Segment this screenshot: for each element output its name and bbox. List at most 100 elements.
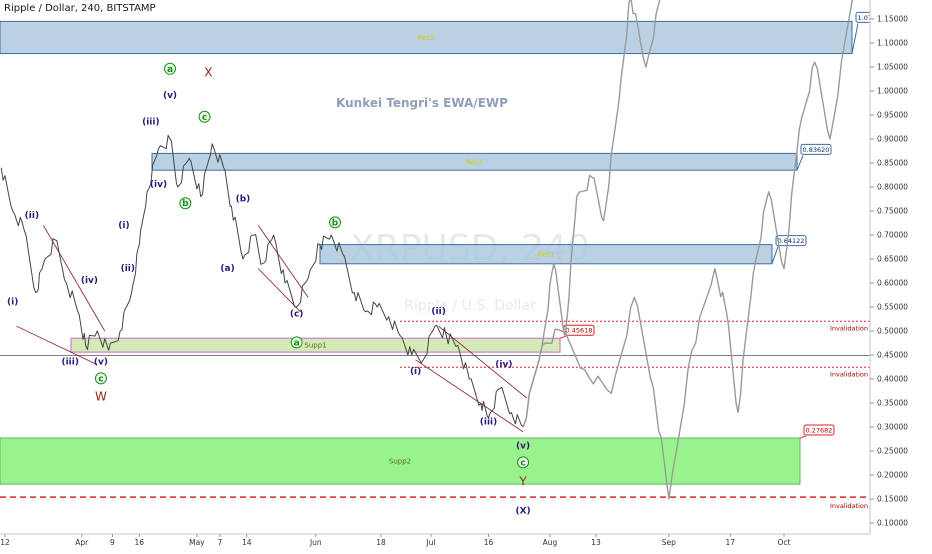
zone-callout-pointer — [771, 246, 779, 264]
wave-label-circle — [164, 62, 177, 75]
x-tick-label: Jul — [425, 538, 435, 547]
author-label: Kunkei Tengri's EWA/EWP — [336, 96, 508, 110]
trend-line — [438, 325, 528, 399]
wave-label: Y — [518, 475, 527, 489]
zone-callout-value: 0.64122 — [778, 237, 805, 245]
zone-supp1 — [70, 337, 561, 353]
wave-labels: (i) (ii) (iii) (iv) (v) c W (i) (ii) (iii) (iv) (v)… — [7, 62, 531, 516]
wave-label: (c) — [290, 310, 304, 320]
x-tick-label: 16 — [484, 538, 494, 547]
wave-label: (v) — [163, 91, 177, 101]
wave-label: a — [294, 338, 300, 348]
y-tick-label: 0.70000 — [877, 231, 908, 240]
y-tick-label: 0.90000 — [877, 135, 908, 144]
y-tick-label: 0.45000 — [877, 351, 908, 360]
y-tick-label: 0.85000 — [877, 159, 908, 168]
y-tick-label: 0.40000 — [877, 375, 908, 384]
wave-label-circle — [94, 372, 107, 385]
wave-label-circle — [179, 197, 192, 210]
zones: Res31.07953Res20.83620Res10.64122Supp10.… — [0, 11, 887, 485]
trend-line — [257, 225, 309, 298]
wave-label: X — [204, 66, 212, 80]
wave-label: (ii) — [121, 264, 135, 274]
wave-label: (ii) — [431, 307, 445, 317]
y-tick-label: 1.05000 — [877, 63, 908, 72]
wave-label: (b) — [236, 194, 251, 204]
trend-line — [257, 268, 301, 313]
zone-callout-value: 0.45618 — [566, 327, 593, 335]
zone-res2 — [151, 152, 798, 171]
x-tick-label: 9 — [110, 538, 115, 547]
wave-label-circle — [198, 110, 211, 123]
x-tick-label: 16 — [135, 538, 145, 547]
series-projection-upper — [522, 0, 661, 428]
y-tick-label: 1.15000 — [877, 15, 908, 24]
y-tick-label: 0.50000 — [877, 327, 908, 336]
wave-label: (ii) — [25, 211, 39, 221]
zone-callout-box — [800, 143, 832, 155]
watermark-subtitle: Ripple / U.S. Dollar — [404, 298, 536, 314]
wave-label: (v) — [516, 442, 530, 452]
wave-label-circle — [329, 216, 342, 229]
zone-callout-pointer — [799, 435, 807, 439]
zone-callout-value: 0.27682 — [806, 427, 833, 435]
wave-label: W — [95, 390, 107, 404]
x-tick-label: 7 — [218, 538, 223, 547]
series-price-history — [0, 134, 524, 428]
y-tick-label: 0.20000 — [877, 471, 908, 480]
wave-label: b — [182, 199, 189, 209]
wave-label: (iv) — [150, 180, 167, 190]
series-group — [0, 0, 853, 500]
zone-label: Res3 — [418, 34, 435, 42]
wave-label-circle — [517, 456, 530, 469]
wave-label: (iv) — [81, 276, 98, 286]
y-axis-background — [870, 0, 932, 550]
y-tick-label: 0.35000 — [877, 399, 908, 408]
wave-label: (iii) — [142, 118, 159, 128]
x-tick-label: May — [189, 538, 205, 547]
y-tick-label: 1.00000 — [877, 87, 908, 96]
zone-callout-pointer — [559, 335, 567, 339]
x-tick-label: Jun — [309, 538, 322, 547]
zone-callout-box — [803, 424, 835, 436]
wave-label: (X) — [515, 506, 530, 516]
wave-label: (i) — [410, 367, 421, 377]
y-tick-label: 1.10000 — [877, 39, 908, 48]
invalidation-label: Invalidation — [830, 502, 868, 510]
series-projection-lower — [522, 0, 853, 500]
wave-label: c — [520, 458, 525, 468]
x-tick-label: 14 — [242, 538, 252, 547]
y-tick-label: 0.65000 — [877, 255, 908, 264]
x-tick-label: Apr — [75, 538, 89, 547]
x-tick-label: 17 — [726, 538, 736, 547]
y-tick-label: 0.25000 — [877, 447, 908, 456]
y-tick-label: 0.80000 — [877, 183, 908, 192]
chart-title: Ripple / Dollar, 240, BITSTAMP — [4, 3, 156, 14]
wave-label: (iv) — [495, 360, 512, 370]
y-axis[interactable]: 1.15000 1.10000 1.05000 1.00000 0.95000 0.900… — [869, 0, 932, 550]
x-axis[interactable]: 12 Apr 9 16 May 7 14 Jun 18 Jul 16 Aug 13 Sep 17 Oct — [0, 533, 870, 547]
y-tick-label: 0.10000 — [877, 519, 908, 528]
wave-label: a — [167, 65, 173, 75]
trend-line — [415, 359, 524, 433]
x-tick-label: 13 — [591, 538, 601, 547]
zone-label: Res1 — [538, 251, 555, 259]
zone-label: Supp1 — [304, 342, 326, 350]
zone-res1 — [319, 244, 773, 265]
wave-label-circle — [290, 336, 303, 349]
y-tick-label: 0.15000 — [877, 495, 908, 504]
wave-label: (a) — [220, 264, 234, 274]
wave-label: (iii) — [480, 418, 497, 428]
y-tick-label: 0.95000 — [877, 111, 908, 120]
wave-label: b — [332, 218, 339, 228]
wave-label: (v) — [94, 358, 108, 368]
wave-label: (i) — [7, 298, 18, 308]
x-tick-label: Aug — [543, 538, 558, 547]
x-tick-label: Sep — [662, 538, 676, 547]
y-tick-label: 0.75000 — [877, 207, 908, 216]
zone-callout-pointer — [796, 155, 804, 171]
x-tick-label: 18 — [376, 538, 386, 547]
x-tick-label: Oct — [778, 538, 791, 547]
